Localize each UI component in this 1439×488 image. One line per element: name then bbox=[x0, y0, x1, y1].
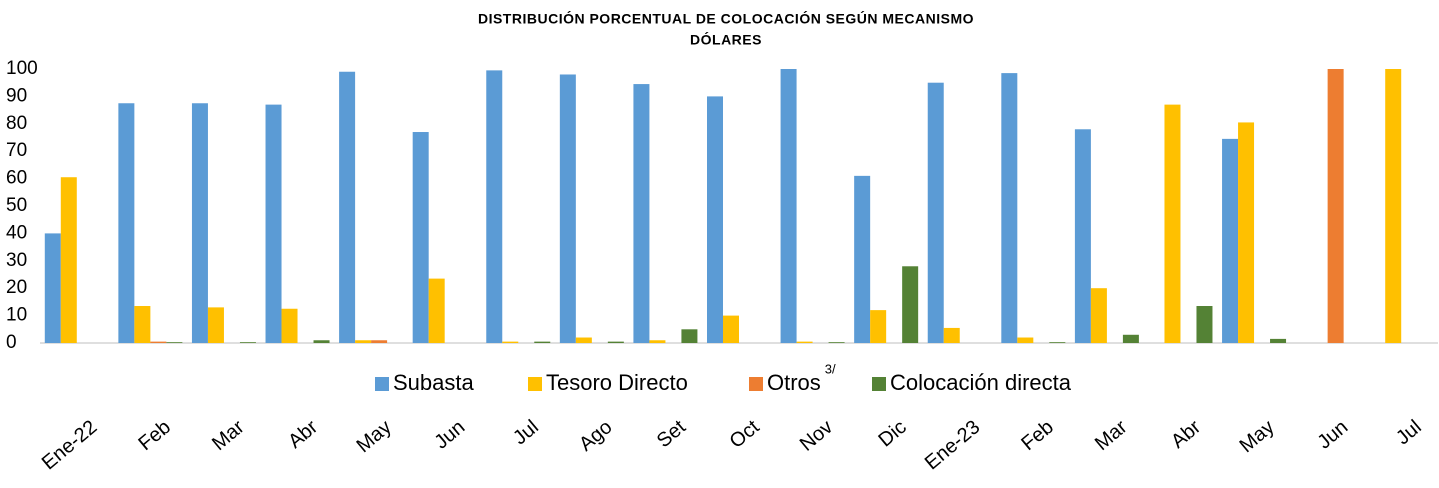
bar bbox=[1222, 138, 1239, 343]
chart-subtitle: DÓLARES bbox=[690, 31, 762, 48]
bar bbox=[607, 341, 624, 343]
bar bbox=[118, 103, 135, 343]
y-tick-label: 0 bbox=[6, 332, 17, 353]
legend-swatch bbox=[375, 377, 389, 391]
legend-swatch bbox=[528, 377, 542, 391]
bar bbox=[1385, 69, 1402, 343]
bar bbox=[1238, 122, 1255, 344]
bar bbox=[780, 69, 797, 343]
bar bbox=[150, 341, 167, 343]
x-tick-label: May bbox=[1236, 416, 1279, 457]
y-tick-label: 40 bbox=[6, 222, 27, 243]
chart-title: DISTRIBUCIÓN PORCENTUAL DE COLOCACIÓN SE… bbox=[478, 10, 974, 27]
bar bbox=[355, 340, 372, 343]
bar bbox=[902, 266, 919, 343]
bar bbox=[60, 177, 77, 343]
y-tick-label: 10 bbox=[6, 305, 27, 326]
bar bbox=[265, 104, 282, 344]
x-tick-label: Mar bbox=[208, 416, 249, 455]
y-tick-label: 20 bbox=[6, 277, 27, 298]
y-tick-label: 30 bbox=[6, 250, 27, 271]
x-tick-label: May bbox=[353, 416, 396, 457]
bar bbox=[281, 308, 298, 343]
bar bbox=[166, 342, 183, 343]
bar bbox=[707, 96, 723, 344]
bar bbox=[723, 315, 739, 343]
y-tick-label: 50 bbox=[6, 195, 27, 216]
bar bbox=[486, 70, 503, 344]
bar bbox=[681, 329, 698, 343]
bar bbox=[1122, 334, 1139, 343]
x-tick-label: Oct bbox=[726, 416, 764, 453]
bar bbox=[134, 306, 151, 343]
bar bbox=[1074, 129, 1091, 343]
y-tick-label: 100 bbox=[6, 58, 38, 79]
bar bbox=[633, 84, 650, 343]
bar bbox=[502, 341, 519, 343]
x-tick-label: Feb bbox=[134, 416, 175, 455]
bar bbox=[649, 340, 666, 343]
bar bbox=[412, 132, 429, 343]
x-tick-label: Ene-22 bbox=[38, 416, 102, 474]
legend-note: 3/ bbox=[825, 361, 836, 376]
x-tick-label: Jul bbox=[509, 416, 543, 449]
x-tick-label: Abr bbox=[284, 416, 322, 453]
legend-label: Otros bbox=[767, 370, 821, 395]
bar bbox=[428, 278, 445, 343]
bar bbox=[1017, 337, 1034, 343]
legend-label: Subasta bbox=[393, 370, 474, 395]
bar bbox=[313, 340, 330, 343]
bar bbox=[870, 310, 887, 343]
bar bbox=[534, 341, 551, 343]
x-tick-label: Nov bbox=[796, 416, 837, 456]
y-tick-label: 60 bbox=[6, 168, 27, 189]
x-tick-label: Ago bbox=[575, 416, 616, 456]
bar bbox=[207, 307, 224, 343]
y-tick-label: 90 bbox=[6, 85, 27, 106]
x-tick-label: Mar bbox=[1091, 416, 1132, 455]
bar bbox=[239, 342, 256, 343]
bar bbox=[943, 327, 960, 343]
bar bbox=[1270, 338, 1287, 343]
bar bbox=[575, 337, 592, 343]
bar bbox=[1090, 288, 1107, 343]
bar bbox=[854, 175, 871, 343]
x-tick-label: Set bbox=[653, 416, 690, 452]
bar bbox=[559, 74, 576, 343]
bar bbox=[1196, 306, 1213, 343]
y-tick-label: 80 bbox=[6, 113, 27, 134]
bar bbox=[44, 233, 61, 343]
x-tick-label: Jul bbox=[1392, 416, 1426, 449]
bar bbox=[828, 342, 845, 343]
bar bbox=[371, 340, 388, 343]
bar bbox=[1001, 73, 1018, 344]
x-tick-label: Dic bbox=[874, 416, 910, 451]
legend-swatch bbox=[749, 377, 763, 391]
legend-label: Tesoro Directo bbox=[546, 370, 688, 395]
bar bbox=[1049, 342, 1066, 343]
bar bbox=[339, 71, 356, 344]
x-tick-label: Abr bbox=[1167, 416, 1205, 453]
bar bbox=[927, 82, 944, 343]
x-tick-label: Ene-23 bbox=[921, 416, 985, 474]
x-tick-label: Jun bbox=[430, 416, 469, 454]
x-tick-label: Feb bbox=[1017, 416, 1058, 455]
legend-label: Colocación directa bbox=[890, 370, 1072, 395]
bar bbox=[796, 341, 813, 343]
bar bbox=[1164, 104, 1181, 344]
bar bbox=[1327, 69, 1344, 343]
bar bbox=[191, 103, 208, 343]
legend-swatch bbox=[872, 377, 886, 391]
x-tick-label: Jun bbox=[1313, 416, 1352, 454]
y-tick-label: 70 bbox=[6, 140, 27, 161]
